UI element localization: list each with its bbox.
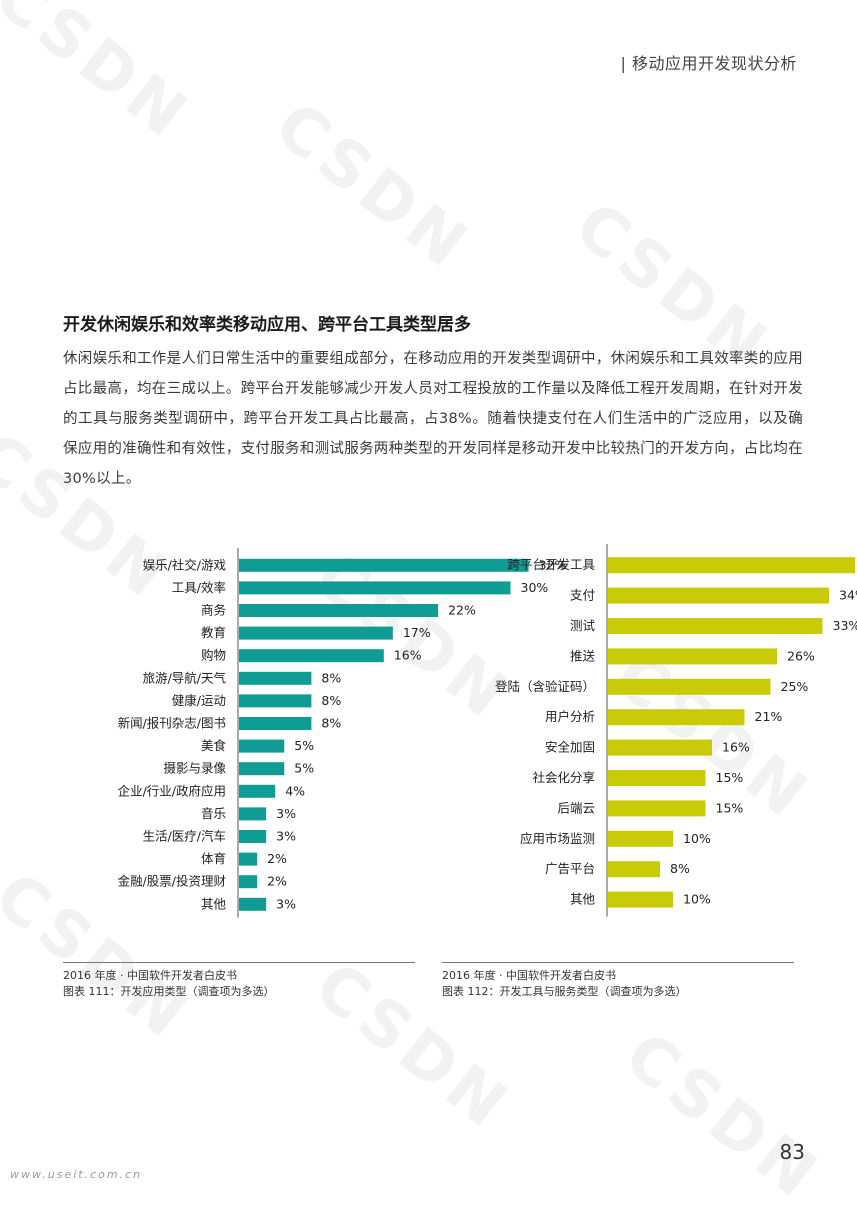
category-label: 娱乐/社交/游戏 [143, 557, 226, 572]
value-label: 17% [403, 625, 431, 640]
category-label: 金融/股票/投资理财 [118, 874, 226, 889]
watermark-logo: CSDN [611, 1019, 834, 1215]
value-label: 26% [787, 648, 815, 663]
value-label: 2% [267, 874, 287, 889]
value-label: 15% [716, 800, 744, 815]
footer-url: www.useit.com.cn [10, 1168, 142, 1181]
bar [239, 853, 257, 866]
category-label: 新闻/报刊杂志/图书 [118, 716, 226, 731]
bar [608, 588, 829, 604]
value-label: 3% [276, 829, 296, 844]
category-label: 体育 [201, 851, 226, 866]
section-heading: 开发休闲娱乐和效率类移动应用、跨平台工具类型居多 [63, 310, 471, 335]
value-label: 8% [321, 693, 341, 708]
value-label: 34% [839, 588, 857, 603]
running-header: | 移动应用开发现状分析 [621, 50, 797, 74]
bar [239, 740, 284, 753]
bar [239, 898, 266, 911]
chart-caption-right: 2016 年度 · 中国软件开发者白皮书 图表 112：开发工具与服务类型（调查… [442, 962, 794, 1000]
value-label: 3% [276, 896, 296, 911]
bar [608, 648, 777, 664]
category-label: 企业/行业/政府应用 [118, 783, 226, 798]
value-label: 4% [285, 783, 305, 798]
bar [239, 875, 257, 888]
bar [608, 557, 855, 573]
category-label: 摄影与录像 [163, 761, 226, 776]
category-label: 跨平台开发工具 [507, 557, 595, 572]
value-label: 2% [267, 851, 287, 866]
chart-svg: 跨平台开发工具38%支付34%测试33%推送26%登陆（含验证码）25%用户分析… [440, 548, 810, 923]
caption-title: 图表 111：开发应用类型（调查项为多选） [63, 984, 415, 1000]
category-label: 应用市场监测 [520, 831, 595, 846]
category-label: 商务 [201, 603, 226, 618]
category-label: 其他 [570, 892, 596, 907]
value-label: 8% [670, 861, 690, 876]
value-label: 16% [394, 648, 422, 663]
category-label: 社会化分享 [532, 770, 595, 785]
bar-chart-tools-services: 跨平台开发工具38%支付34%测试33%推送26%登陆（含验证码）25%用户分析… [440, 548, 810, 923]
category-label: 音乐 [201, 806, 226, 821]
bar [608, 740, 712, 756]
category-label: 教育 [201, 625, 226, 640]
bar [608, 618, 823, 634]
bar [608, 679, 771, 695]
category-label: 登陆（含验证码） [495, 679, 595, 694]
category-label: 其他 [201, 896, 227, 911]
value-label: 8% [321, 716, 341, 731]
bar [608, 800, 706, 816]
page-number: 83 [780, 1140, 805, 1164]
bar [239, 830, 266, 843]
bar [239, 672, 311, 685]
bar [239, 785, 275, 798]
category-label: 用户分析 [545, 709, 595, 724]
value-label: 15% [716, 770, 744, 785]
category-label: 支付 [570, 588, 595, 603]
value-label: 10% [683, 892, 711, 907]
watermark-logo: CSDN [261, 89, 484, 286]
bar [239, 627, 393, 640]
value-label: 25% [781, 679, 809, 694]
category-label: 后端云 [557, 800, 595, 815]
category-label: 推送 [570, 648, 596, 663]
value-label: 3% [276, 806, 296, 821]
category-label: 旅游/导航/天气 [143, 670, 227, 685]
value-label: 8% [321, 670, 341, 685]
body-paragraph: 休闲娱乐和工作是人们日常生活中的重要组成部分，在移动应用的开发类型调研中，休闲娱… [63, 344, 803, 494]
value-label: 16% [722, 740, 750, 755]
chart-caption-left: 2016 年度 · 中国软件开发者白皮书 图表 111：开发应用类型（调查项为多… [63, 962, 415, 1000]
value-label: 5% [294, 738, 314, 753]
bar [239, 717, 311, 730]
bar [608, 892, 673, 908]
category-label: 工具/效率 [172, 580, 226, 595]
watermark-logo: CSDN [0, 0, 204, 155]
bar [608, 831, 673, 847]
bar [239, 694, 311, 707]
bar [239, 807, 266, 820]
bar [239, 604, 438, 617]
category-label: 美食 [201, 738, 227, 753]
value-label: 33% [833, 618, 857, 633]
bar [608, 861, 660, 877]
value-label: 21% [755, 709, 783, 724]
category-label: 生活/医疗/汽车 [143, 829, 226, 844]
caption-source: 2016 年度 · 中国软件开发者白皮书 [63, 968, 415, 984]
category-label: 健康/运动 [172, 693, 226, 708]
value-label: 10% [683, 831, 711, 846]
bar [239, 762, 284, 775]
value-label: 5% [294, 761, 314, 776]
caption-source: 2016 年度 · 中国软件开发者白皮书 [442, 968, 794, 984]
category-label: 测试 [570, 618, 596, 633]
category-label: 广告平台 [545, 861, 595, 876]
bar [608, 770, 706, 786]
category-label: 购物 [201, 648, 226, 663]
caption-title: 图表 112：开发工具与服务类型（调查项为多选） [442, 984, 794, 1000]
category-label: 安全加固 [545, 740, 595, 755]
bar [239, 649, 384, 662]
bar [608, 709, 745, 725]
